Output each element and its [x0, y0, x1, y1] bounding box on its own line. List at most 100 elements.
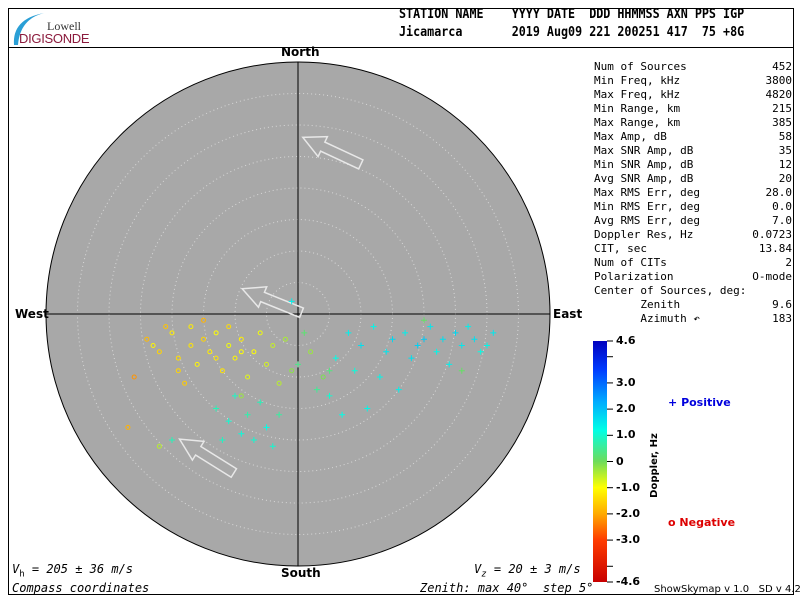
source-negative — [188, 343, 194, 348]
source-positive — [414, 342, 421, 349]
stat-label: Min RMS Err, deg — [594, 200, 700, 213]
source-positive — [269, 443, 276, 450]
arrow-shape — [240, 285, 305, 319]
velocity-arrow — [301, 135, 364, 170]
stat-row: Max SNR Amp, dB 35 — [594, 144, 792, 158]
stat-row: Min Range, km 215 — [594, 102, 792, 116]
source-positive — [383, 348, 390, 355]
stat-value: 452 — [772, 60, 792, 73]
coordinate-system-label: Compass coordinates — [12, 581, 150, 595]
source-positive — [439, 336, 446, 343]
source-positive — [276, 411, 283, 418]
stat-label: Center of Sources, deg: — [594, 284, 747, 297]
source-negative — [276, 380, 282, 386]
stat-row: Max Range, km 385 — [594, 116, 792, 130]
zenith-scale-label: Zenith: max 40° step 5° — [420, 581, 594, 595]
stat-row: Doppler Res, Hz 0.0723 — [594, 228, 792, 242]
source-negative — [238, 349, 244, 355]
stat-label: Avg RMS Err, deg — [594, 214, 700, 227]
colorbar-label: Doppler, Hz — [648, 433, 660, 498]
source-positive — [389, 336, 396, 343]
source-positive — [433, 348, 440, 355]
stat-value: 3800 — [765, 74, 793, 87]
stat-label: Max Freq, kHz — [594, 88, 681, 101]
source-positive — [465, 323, 472, 330]
velocity-arrow — [178, 438, 238, 479]
stat-row: Min Freq, kHz 3800 — [594, 74, 792, 88]
stat-label: Zenith — [594, 298, 681, 311]
source-negative — [232, 355, 238, 361]
source-negative — [264, 361, 269, 367]
colorbar-tick-label: 0 — [616, 454, 624, 468]
header-values: Jicamarca 2019 Aug09 221 200251 417 75 +… — [399, 25, 745, 40]
stat-row: Polarization O-mode — [594, 270, 792, 284]
source-negative — [182, 380, 188, 386]
source-positive — [446, 361, 453, 368]
colorbar-tick-label: 2.0 — [616, 402, 636, 416]
source-positive — [364, 405, 371, 412]
source-negative — [207, 349, 213, 355]
vh-subscript: h — [19, 569, 25, 580]
colorbar — [593, 341, 607, 582]
source-negative — [175, 368, 181, 374]
stat-label: Azimuth ↶ — [594, 312, 700, 325]
stat-row: CIT, sec 13.84 — [594, 242, 792, 256]
source-negative — [175, 355, 181, 361]
stat-label: CIT, sec — [594, 242, 647, 255]
stat-row: Zenith 9.6 — [594, 298, 792, 312]
source-negative — [226, 324, 232, 330]
stat-label: Max Range, km — [594, 116, 681, 129]
source-positive — [477, 348, 484, 355]
stat-label: Min SNR Amp, dB — [594, 158, 694, 171]
vertical-velocity: Vz = 20 ± 3 m/s — [474, 562, 581, 579]
stat-value: 215 — [772, 102, 792, 115]
stat-label: Polarization — [594, 270, 674, 283]
colorbar-tick-label: -1.0 — [616, 480, 641, 494]
source-negative — [270, 343, 276, 348]
source-positive — [490, 329, 497, 336]
source-negative — [163, 324, 169, 330]
source-positive — [421, 317, 427, 324]
colorbar-tick-label: 3.0 — [616, 375, 636, 389]
source-positive — [345, 329, 352, 336]
source-negative — [245, 374, 251, 380]
stat-value: 0.0723 — [752, 228, 792, 241]
header-divider — [8, 47, 794, 48]
stat-value: 58 — [778, 130, 792, 143]
version-label: ShowSkymap v 1.0 SD v 4.2 — [654, 584, 800, 595]
header-labels: STATION NAME YYYY DATE DDD HHMMSS AXN PP… — [399, 7, 745, 22]
compass-east: East — [553, 307, 583, 321]
source-positive — [257, 399, 264, 406]
source-negative — [213, 355, 219, 361]
stat-value: O-mode — [752, 270, 792, 283]
stat-row: Avg RMS Err, deg 7.0 — [594, 214, 792, 228]
colorbar-tick-label: 1.0 — [616, 428, 636, 442]
source-positive — [484, 342, 490, 349]
stat-value: 9.6 — [772, 298, 792, 311]
stat-row: Azimuth ↶ 183 — [594, 312, 792, 326]
source-negative — [251, 349, 257, 355]
vz-symbol: V — [474, 562, 482, 576]
source-negative — [125, 424, 131, 430]
stat-value: 13.84 — [758, 242, 792, 255]
logo-digisonde: DIGISONDE — [19, 31, 90, 46]
source-positive — [452, 329, 459, 336]
vz-value: = 20 ± 3 m/s — [486, 562, 581, 576]
stat-label: Num of Sources — [594, 60, 687, 73]
source-positive — [358, 342, 364, 349]
source-negative — [194, 361, 200, 367]
stat-label: Max Amp, dB — [594, 130, 667, 143]
source-positive — [301, 329, 308, 336]
stat-row: Max RMS Err, deg 28.0 — [594, 186, 792, 200]
source-positive — [238, 430, 245, 437]
stat-label: Avg SNR Amp, dB — [594, 172, 694, 185]
arrow-shape — [301, 135, 364, 170]
horizontal-velocity: Vh = 205 ± 36 m/s — [12, 562, 133, 579]
stat-value: 28.0 — [765, 186, 793, 199]
source-positive — [370, 323, 377, 330]
colorbar-tick-label: -2.0 — [616, 506, 641, 520]
source-negative — [238, 393, 244, 399]
stat-value: 385 — [772, 116, 792, 129]
compass-north: North — [281, 45, 320, 59]
